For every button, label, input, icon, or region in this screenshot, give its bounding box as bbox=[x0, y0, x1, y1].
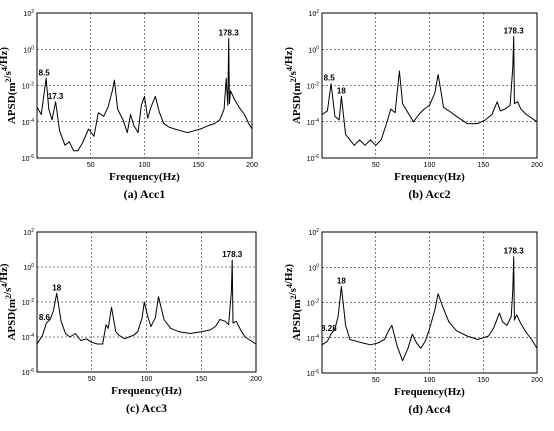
y-tick-label: 10-4 bbox=[22, 118, 34, 127]
y-tick-label: 10-2 bbox=[307, 82, 319, 91]
x-tick-label: 200 bbox=[246, 162, 258, 169]
panel-acc3: 102 100 10-2 10-4 10-6 50 100 150 200 8.6 18 178.3 F… bbox=[0, 228, 262, 415]
x-axis-label: Frequency(Hz) bbox=[394, 386, 465, 398]
x-tick-label: 150 bbox=[192, 162, 204, 169]
y-tick-label: 100 bbox=[23, 263, 34, 272]
y-tick-label: 10-4 bbox=[22, 333, 34, 342]
x-tick-label: 100 bbox=[141, 376, 153, 383]
y-tick-label: 10-4 bbox=[307, 118, 319, 127]
series-line-acc1 bbox=[36, 37, 253, 152]
x-tick-label: 50 bbox=[372, 377, 380, 384]
peak-label: 8.28 bbox=[321, 324, 337, 333]
x-tick-label: 50 bbox=[87, 162, 95, 169]
panel-caption: (b) Acc2 bbox=[408, 187, 450, 201]
y-tick-label: 10-2 bbox=[22, 298, 34, 307]
y-tick-label: 10-6 bbox=[307, 369, 319, 378]
peak-label: 178.3 bbox=[219, 28, 240, 37]
y-axis-label: APSD(m2/s4/Hz) bbox=[0, 47, 18, 124]
y-tick-label: 102 bbox=[308, 228, 319, 237]
y-tick-label: 10-4 bbox=[307, 334, 319, 343]
panel-acc1: 102 100 10-2 10-4 10-6 50 100 150 200 8.5 17.3 178.… bbox=[0, 9, 258, 201]
y-tick-label: 10-2 bbox=[22, 82, 34, 91]
y-tick-label: 10-6 bbox=[307, 154, 319, 163]
y-axis-label: APSD(m2/s4/Hz) bbox=[283, 264, 303, 341]
x-tick-label: 200 bbox=[531, 377, 543, 384]
peak-label: 8.6 bbox=[39, 313, 51, 322]
y-tick-label: 10-6 bbox=[22, 368, 34, 377]
x-tick-label: 100 bbox=[424, 162, 436, 169]
series-line-acc4 bbox=[321, 256, 538, 362]
x-axis-label: Frequency(Hz) bbox=[111, 385, 182, 397]
x-tick-label: 100 bbox=[139, 162, 151, 169]
x-tick-label: 150 bbox=[477, 162, 489, 169]
x-tick-label: 150 bbox=[477, 377, 489, 384]
panel-caption: (c) Acc3 bbox=[126, 401, 167, 415]
x-axis-label: Frequency(Hz) bbox=[394, 171, 465, 183]
y-axis-label: APSD(m2/s4/Hz) bbox=[0, 263, 18, 340]
peak-label: 18 bbox=[337, 277, 346, 286]
panel-caption: (d) Acc4 bbox=[408, 402, 450, 416]
x-tick-label: 200 bbox=[531, 162, 543, 169]
y-tick-label: 100 bbox=[308, 45, 319, 54]
peak-label: 18 bbox=[52, 283, 61, 292]
peak-label: 178.3 bbox=[504, 247, 525, 256]
series-line-acc3 bbox=[36, 259, 257, 345]
y-axis-label: APSD(m2/s4/Hz) bbox=[283, 47, 303, 124]
peak-label: 18 bbox=[337, 86, 346, 95]
panel-acc4: 102 100 10-2 10-4 10-6 50 100 150 200 8.28 18 178.3… bbox=[283, 228, 543, 416]
x-tick-label: 50 bbox=[88, 376, 96, 383]
y-tick-label: 10-2 bbox=[307, 299, 319, 308]
peak-label: 178.3 bbox=[504, 27, 525, 36]
series-line-acc2 bbox=[321, 36, 538, 146]
x-tick-label: 50 bbox=[372, 162, 380, 169]
x-axis-label: Frequency(Hz) bbox=[109, 171, 180, 183]
y-tick-label: 100 bbox=[308, 263, 319, 272]
peak-label: 8.5 bbox=[39, 68, 51, 77]
y-tick-label: 102 bbox=[308, 9, 319, 18]
y-tick-label: 100 bbox=[23, 45, 34, 54]
peak-label: 17.3 bbox=[48, 92, 64, 101]
peak-label: 178.3 bbox=[222, 250, 243, 259]
x-tick-label: 200 bbox=[250, 376, 262, 383]
peak-label: 8.5 bbox=[324, 74, 336, 83]
x-tick-label: 150 bbox=[195, 376, 207, 383]
y-tick-label: 102 bbox=[23, 228, 34, 237]
x-tick-label: 100 bbox=[424, 377, 436, 384]
panel-caption: (a) Acc1 bbox=[124, 187, 166, 201]
y-tick-label: 10-6 bbox=[22, 154, 34, 163]
y-tick-label: 102 bbox=[23, 9, 34, 18]
panel-acc2: 102 100 10-2 10-4 10-6 50 100 150 200 8.518 178.3 F… bbox=[283, 9, 543, 201]
